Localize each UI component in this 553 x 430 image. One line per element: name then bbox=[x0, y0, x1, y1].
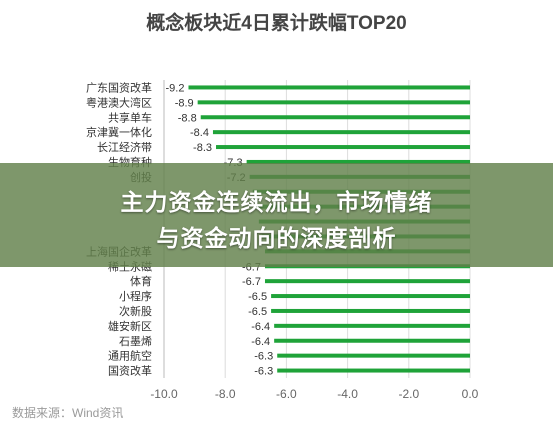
data-label: -6.5 bbox=[248, 291, 267, 303]
category-label: 体育 bbox=[130, 274, 152, 288]
category-label: 小程序 bbox=[119, 289, 152, 303]
data-label: -8.9 bbox=[175, 97, 194, 109]
bar bbox=[277, 353, 470, 358]
data-label: -6.5 bbox=[248, 306, 267, 318]
x-tick-label: -2.0 bbox=[398, 387, 419, 401]
category-label: 次新股 bbox=[119, 304, 152, 318]
data-label: -6.3 bbox=[254, 351, 273, 363]
data-label: -6.3 bbox=[254, 366, 273, 378]
bar bbox=[271, 308, 470, 313]
category-label: 通用航空 bbox=[108, 349, 152, 363]
bar bbox=[274, 323, 470, 328]
data-label: -8.8 bbox=[178, 112, 197, 124]
data-label: -6.4 bbox=[251, 336, 270, 348]
data-label: -8.4 bbox=[190, 127, 209, 139]
bar bbox=[274, 338, 470, 343]
category-label: 石墨烯 bbox=[119, 335, 152, 348]
x-tick-label: -10.0 bbox=[150, 387, 178, 401]
category-label: 广东国资改革 bbox=[86, 80, 152, 94]
bar bbox=[216, 145, 470, 150]
bar bbox=[264, 279, 470, 284]
x-tick-label: -6.0 bbox=[276, 387, 297, 401]
category-label: 雄安新区 bbox=[108, 319, 152, 333]
category-label: 粤港澳大湾区 bbox=[86, 95, 152, 109]
data-label: -6.4 bbox=[251, 321, 270, 333]
data-label: -6.7 bbox=[242, 276, 261, 288]
category-label: 长江经济带 bbox=[97, 140, 152, 154]
bar bbox=[197, 100, 470, 105]
headline-line-2: 与资金动向的深度剖析 bbox=[156, 225, 397, 251]
bar bbox=[212, 130, 470, 135]
bar bbox=[271, 294, 470, 299]
x-tick-label: -8.0 bbox=[215, 387, 236, 401]
headline-line-1: 主力资金连续流出，市场情绪 bbox=[120, 189, 433, 215]
bar bbox=[188, 85, 471, 90]
headline-banner: 主力资金连续流出，市场情绪 与资金动向的深度剖析 bbox=[0, 163, 553, 267]
bar bbox=[246, 159, 470, 164]
x-tick-label: 0.0 bbox=[462, 387, 479, 401]
category-label: 京津冀一体化 bbox=[86, 125, 152, 139]
data-label: -8.3 bbox=[193, 142, 212, 154]
data-label: -9.2 bbox=[166, 82, 185, 94]
source-note: 数据来源：Wind资讯 bbox=[12, 406, 124, 420]
bar bbox=[200, 115, 470, 120]
category-label: 国资改革 bbox=[108, 364, 152, 378]
bar bbox=[277, 368, 470, 373]
category-label: 共享单车 bbox=[108, 110, 152, 124]
chart-title: 概念板块近4日累计跌幅TOP20 bbox=[146, 13, 407, 34]
x-tick-label: -4.0 bbox=[337, 387, 358, 401]
